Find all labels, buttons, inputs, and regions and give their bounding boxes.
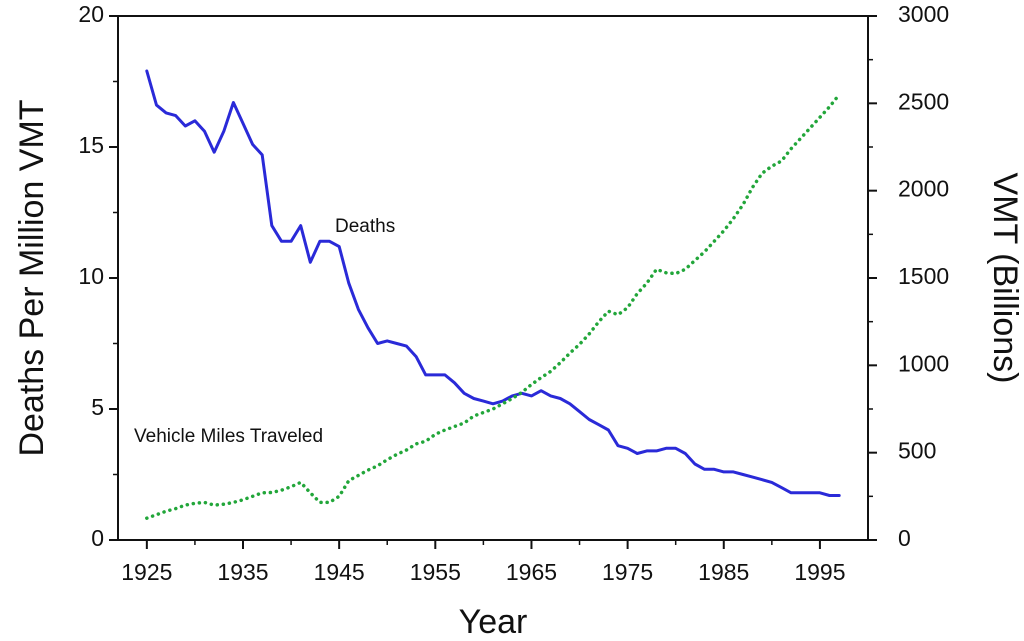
- right-tick-label: 2500: [898, 88, 949, 114]
- x-axis-ticks: 1925 1935 1945 1955 1965 1975 1985 1995: [121, 540, 846, 585]
- left-axis-title: Deaths Per Million VMT: [13, 99, 51, 456]
- vmt-series-label: Vehicle Miles Traveled: [134, 426, 323, 447]
- x-tick-label: 1955: [410, 559, 461, 585]
- x-tick-label: 1935: [217, 559, 268, 585]
- left-tick-label: 5: [91, 394, 104, 420]
- x-tick-label: 1945: [314, 559, 365, 585]
- x-tick-label: 1925: [121, 559, 172, 585]
- left-tick-label: 20: [78, 1, 104, 27]
- right-tick-label: 1000: [898, 350, 949, 376]
- x-tick-label: 1985: [698, 559, 749, 585]
- deaths-line: [145, 69, 841, 497]
- right-tick-label: 3000: [898, 1, 949, 27]
- right-axis-ticks: 0 500 1000 1500 2000 2500 3000: [868, 1, 949, 551]
- vmt-line: [145, 92, 841, 520]
- plot-frame: [117, 15, 869, 541]
- x-axis-title: Year: [459, 603, 528, 641]
- left-tick-label: 15: [78, 132, 104, 158]
- right-axis-title: VMT (Billions): [986, 173, 1024, 384]
- right-tick-label: 1500: [898, 263, 949, 289]
- x-tick-label: 1995: [794, 559, 845, 585]
- left-tick-label: 0: [91, 525, 104, 551]
- right-tick-label: 0: [898, 525, 911, 551]
- left-axis-ticks: 0 5 10 15 20: [78, 1, 118, 551]
- left-tick-label: 10: [78, 263, 104, 289]
- x-tick-label: 1975: [602, 559, 653, 585]
- deaths-series-label: Deaths: [335, 216, 395, 237]
- series-layer: [145, 69, 841, 520]
- right-tick-label: 500: [898, 438, 936, 464]
- right-tick-label: 2000: [898, 176, 949, 202]
- x-tick-label: 1965: [506, 559, 557, 585]
